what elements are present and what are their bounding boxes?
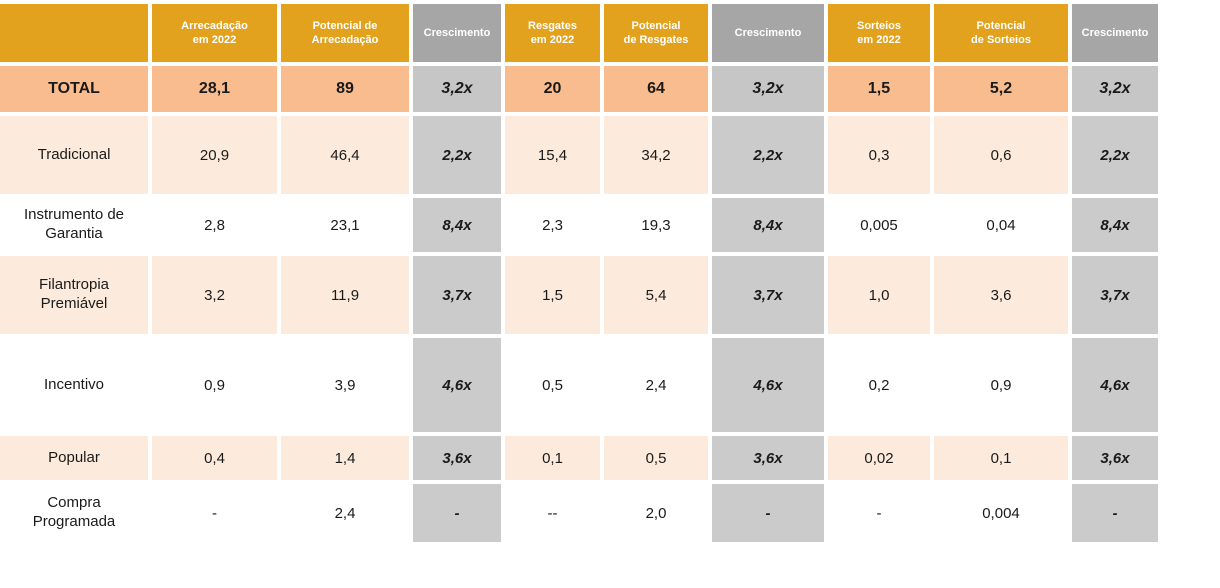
value-cell: 2,0 [604,484,708,542]
growth-cell: 2,2x [413,116,501,194]
value-cell: 1,0 [828,256,930,334]
value-cell: 0,004 [934,484,1068,542]
column-header: Arrecadação em 2022 [152,4,277,62]
value-cell: -- [505,484,600,542]
growth-cell: 8,4x [712,198,824,252]
value-cell: 2,3 [505,198,600,252]
growth-cell: - [1072,484,1158,542]
value-cell: 0,5 [604,436,708,480]
value-cell: 1,5 [828,66,930,112]
column-header: Sorteios em 2022 [828,4,930,62]
column-header: Crescimento [1072,4,1158,62]
value-cell: 0,04 [934,198,1068,252]
value-cell: 0,02 [828,436,930,480]
value-cell: 0,2 [828,338,930,432]
row-label: Popular [0,436,148,480]
value-cell: 0,3 [828,116,930,194]
value-cell: 3,9 [281,338,409,432]
value-cell: - [152,484,277,542]
table-row: Tradicional 20,9 46,4 2,2x 15,4 34,2 2,2x 0,3 0,… [0,116,1158,194]
value-cell: 0,6 [934,116,1068,194]
value-cell: 0,9 [152,338,277,432]
value-cell: 19,3 [604,198,708,252]
column-header: Crescimento [413,4,501,62]
table-row: Filantropia Premiável 3,2 11,9 3,7x 1,5 5,4 3,… [0,256,1158,334]
growth-cell: 4,6x [1072,338,1158,432]
growth-cell: 3,6x [1072,436,1158,480]
corner-header-cell [0,4,148,62]
value-cell: 5,4 [604,256,708,334]
value-cell: 2,4 [281,484,409,542]
growth-cell: 3,6x [712,436,824,480]
value-cell: 1,5 [505,256,600,334]
value-cell: 0,1 [934,436,1068,480]
value-cell: 2,4 [604,338,708,432]
table-body: TOTAL 28,1 89 3,2x 20 64 3,2x 1,5 5,2 3,2x Tradici… [0,66,1158,542]
row-label: Instrumento de Garantia [0,198,148,252]
column-header: Resgates em 2022 [505,4,600,62]
column-header: Potencial de Sorteios [934,4,1068,62]
growth-cell: 3,7x [712,256,824,334]
value-cell: - [828,484,930,542]
value-cell: 0,5 [505,338,600,432]
value-cell: 0,4 [152,436,277,480]
value-cell: 15,4 [505,116,600,194]
value-cell: 23,1 [281,198,409,252]
value-cell: 89 [281,66,409,112]
growth-cell: 3,2x [413,66,501,112]
row-label: Tradicional [0,116,148,194]
value-cell: 11,9 [281,256,409,334]
growth-cell: 3,6x [413,436,501,480]
table-header: Arrecadação em 2022 Potencial de Arrecada… [0,4,1158,62]
growth-cell: 2,2x [712,116,824,194]
growth-cell: 3,7x [1072,256,1158,334]
table-row: Instrumento de Garantia 2,8 23,1 8,4x 2,3 19,… [0,198,1158,252]
growth-cell: 4,6x [413,338,501,432]
value-cell: 1,4 [281,436,409,480]
data-table: Arrecadação em 2022 Potencial de Arrecada… [0,4,1158,542]
table-row: TOTAL 28,1 89 3,2x 20 64 3,2x 1,5 5,2 3,2x [0,66,1158,112]
column-header: Potencial de Arrecadação [281,4,409,62]
value-cell: 3,6 [934,256,1068,334]
value-cell: 34,2 [604,116,708,194]
row-label: TOTAL [0,66,148,112]
value-cell: 20,9 [152,116,277,194]
value-cell: 3,2 [152,256,277,334]
column-header: Potencial de Resgates [604,4,708,62]
growth-cell: 3,2x [712,66,824,112]
value-cell: 20 [505,66,600,112]
growth-cell: - [413,484,501,542]
row-label: Compra Programada [0,484,148,542]
table-row: Compra Programada -2,4- -- 2,0- -0,004- [0,484,1158,542]
value-cell: 0,1 [505,436,600,480]
value-cell: 46,4 [281,116,409,194]
growth-cell: 4,6x [712,338,824,432]
value-cell: 28,1 [152,66,277,112]
value-cell: 0,005 [828,198,930,252]
growth-cell: 3,7x [413,256,501,334]
table-row: Incentivo 0,9 3,9 4,6x 0,5 2,4 4,6x 0,2 0,9 4,6x [0,338,1158,432]
value-cell: 64 [604,66,708,112]
header-row: Arrecadação em 2022 Potencial de Arrecada… [0,4,1158,62]
value-cell: 0,9 [934,338,1068,432]
growth-cell: 2,2x [1072,116,1158,194]
row-label: Incentivo [0,338,148,432]
row-label: Filantropia Premiável [0,256,148,334]
table-row: Popular 0,4 1,4 3,6x 0,1 0,5 3,6x 0,02 0,1 3,6x [0,436,1158,480]
growth-cell: - [712,484,824,542]
value-cell: 2,8 [152,198,277,252]
growth-cell: 3,2x [1072,66,1158,112]
growth-cell: 8,4x [413,198,501,252]
value-cell: 5,2 [934,66,1068,112]
column-header: Crescimento [712,4,824,62]
growth-cell: 8,4x [1072,198,1158,252]
